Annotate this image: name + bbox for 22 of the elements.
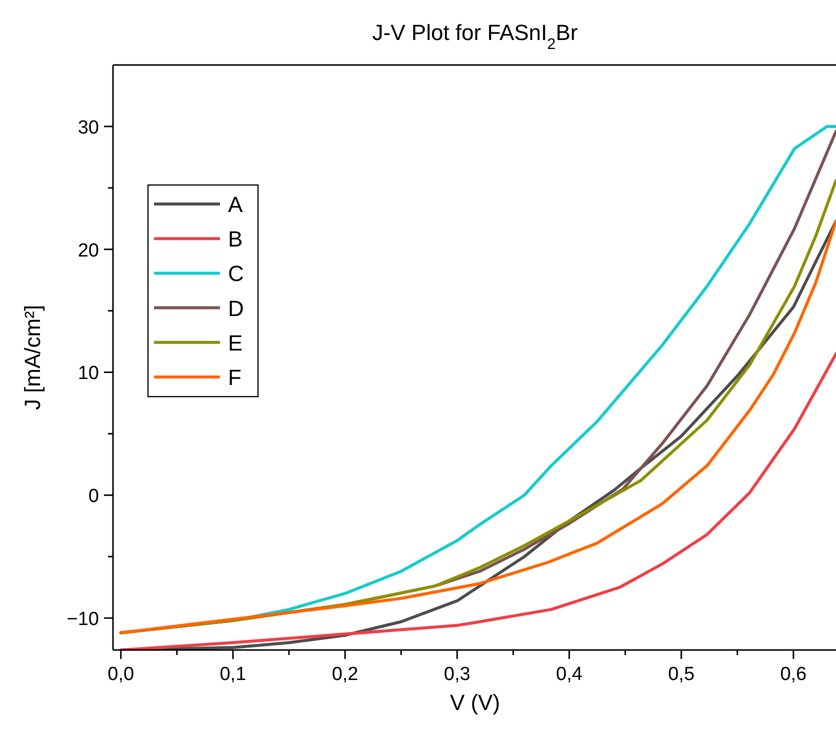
chart-title: J-V Plot for FASnI$_{2}$Br (372, 20, 578, 52)
y-tick-label: 20 (78, 240, 99, 262)
legend-label: A (228, 192, 243, 217)
line-series (119, 352, 836, 650)
x-tick-label: 0,3 (444, 664, 470, 685)
legend-label: D (228, 296, 244, 321)
x-tick-label: 0,0 (108, 664, 134, 685)
legend-label: B (228, 226, 243, 252)
x-tick-label: 0,2 (332, 664, 358, 685)
legend-label: E (228, 330, 243, 356)
x-tick-label: 0,6 (780, 664, 807, 685)
y-tick-label: 30 (78, 117, 99, 138)
y-axis-title: J [mA/cm²] (20, 304, 45, 410)
x-tick-label: 0,5 (668, 664, 695, 685)
legend-label: C (228, 261, 244, 286)
y-tick-label: 10 (78, 363, 99, 384)
x-tick-label: 0,4 (556, 664, 583, 685)
legend-label: F (228, 365, 242, 390)
y-tick-label: −10 (66, 609, 99, 630)
x-axis-title: V (V) (450, 690, 500, 715)
y-tick-label: 0 (88, 486, 99, 508)
x-tick-label: 0,1 (220, 664, 246, 685)
